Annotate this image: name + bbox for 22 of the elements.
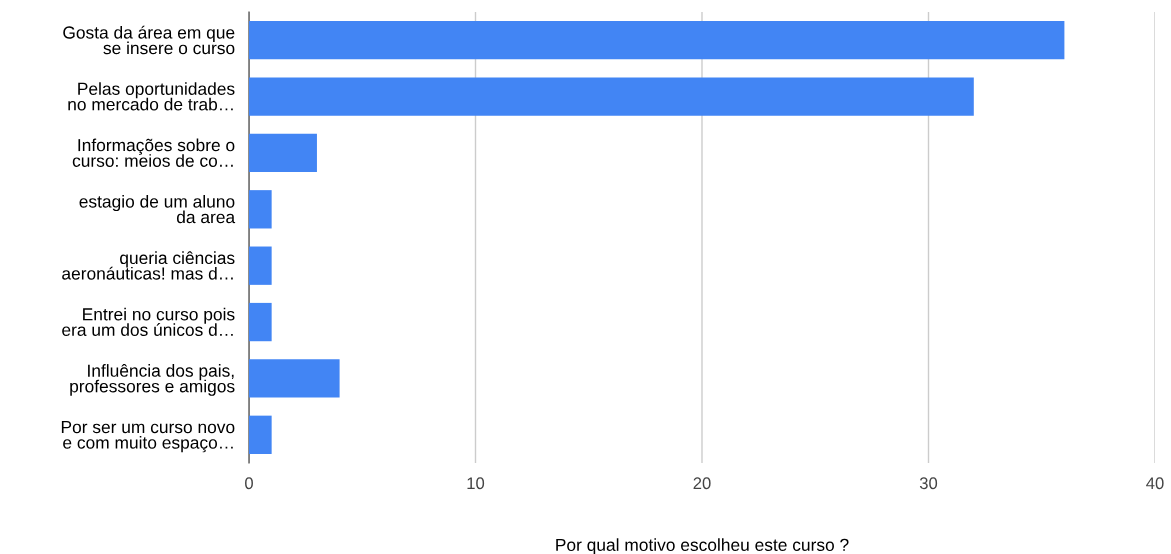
bar [249, 133, 317, 173]
bar [249, 246, 272, 285]
x-tick-label: 40 [1146, 477, 1164, 490]
y-tick-label: Entrei no curso pois era um dos únicos d… [62, 307, 235, 336]
x-tick-label: 10 [467, 477, 485, 490]
x-tick-label: 0 [245, 477, 253, 490]
y-tick-label: queria ciências aeronáuticas! mas d… [62, 251, 235, 280]
y-tick-label: Gosta da área em que se insere o curso [63, 25, 235, 55]
x-tick-label: 30 [919, 477, 938, 490]
y-tick-label: estagio de um aluno da area [79, 194, 236, 224]
bar [249, 415, 272, 454]
y-tick-label: Pelas oportunidades no mercado de trab… [68, 82, 235, 111]
bar [249, 21, 1065, 60]
bar [249, 302, 272, 342]
x-axis-title: Por qual motivo escolheu este curso ? [556, 538, 849, 554]
y-tick-label: Informações sobre o curso: meios de co… [72, 138, 235, 167]
y-tick-label: Por ser um curso novo e com muito espaço… [61, 421, 235, 453]
bar [249, 190, 272, 229]
y-tick-label: Influência dos pais, professores e amigos [70, 364, 235, 396]
bar [249, 359, 340, 398]
bar [249, 77, 974, 116]
x-tick-label: 20 [693, 477, 711, 490]
